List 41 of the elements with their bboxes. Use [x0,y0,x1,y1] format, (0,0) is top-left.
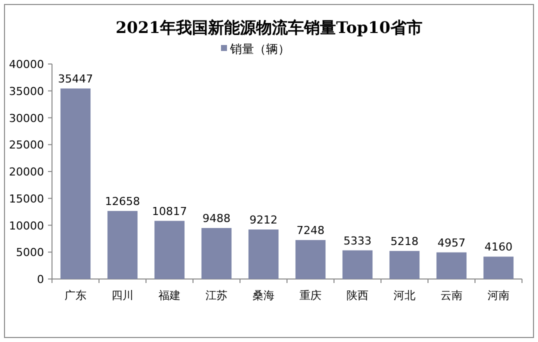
y-tick-label: 0 [37,273,44,286]
bar [60,88,91,279]
bar [201,228,232,279]
data-label: 5333 [344,234,372,248]
x-tick-label: 云南 [440,289,462,302]
legend-label: 销量（辆） [229,42,290,56]
data-label: 12658 [105,194,140,208]
data-label: 10817 [152,204,187,218]
bar [248,229,279,279]
y-tick-label: 5000 [16,246,44,260]
x-tick-label: 江苏 [206,289,228,302]
x-tick-label: 四川 [112,289,134,302]
x-tick-label: 桑海 [252,289,274,302]
bar [483,256,514,279]
data-label: 7248 [296,224,324,238]
y-tick-label: 30000 [9,112,44,125]
y-tick-label: 20000 [9,166,44,178]
x-tick-label: 陕西 [346,289,368,302]
x-tick-label: 福建 [158,289,180,302]
bar [436,252,467,279]
bar [154,220,185,279]
data-label: 35447 [58,72,93,86]
y-tick-label: 40000 [9,58,44,71]
y-tick-label: 35000 [9,84,44,98]
data-label: 5218 [390,234,418,248]
x-tick-label: 重庆 [300,289,322,302]
bar [107,210,138,279]
chart-title: 2021年我国新能源物流车销量Top10省市 [116,18,422,37]
data-label: 4957 [438,236,466,250]
bar [295,240,326,279]
x-tick-label: 河南 [488,289,510,302]
y-tick-label: 25000 [9,138,44,152]
y-tick-label: 15000 [9,192,44,206]
bar [389,250,420,279]
x-tick-label: 广东 [64,289,86,302]
data-label: 9212 [250,213,278,226]
bar [342,250,373,279]
data-label: 4160 [484,240,512,254]
x-tick-label: 河北 [394,289,416,302]
data-label: 9488 [202,212,230,225]
y-tick-label: 10000 [9,219,44,232]
